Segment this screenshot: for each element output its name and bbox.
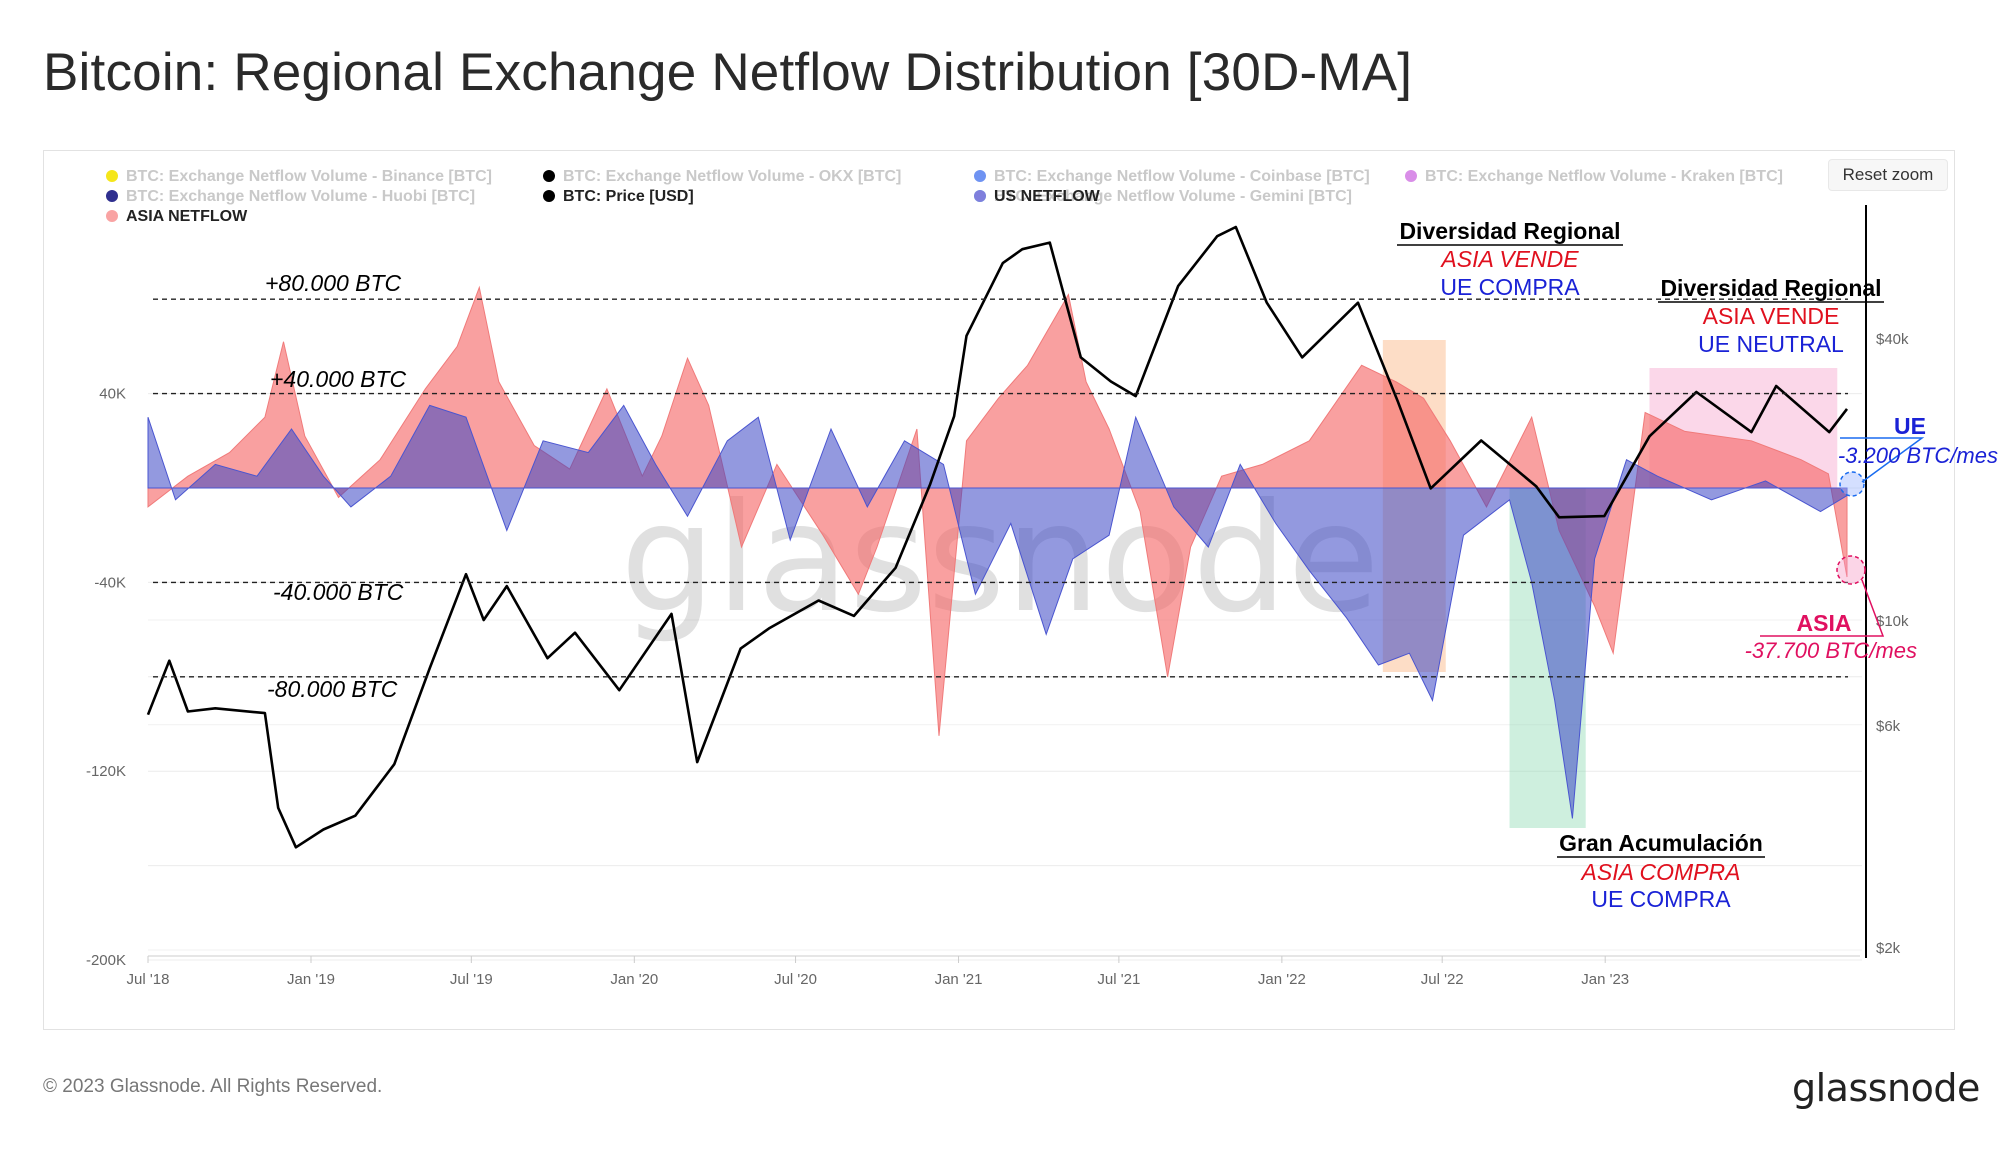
legend-swatch [106, 190, 118, 202]
legend-item[interactable]: BTC: Exchange Netflow Volume - Coinbase … [974, 168, 1370, 185]
legend-item[interactable]: BTC: Exchange Netflow Volume - Huobi [BT… [106, 188, 475, 205]
chart-frame [43, 150, 1955, 1030]
level-label-p40: +40.000 BTC [270, 366, 407, 392]
legend-swatch [974, 190, 986, 202]
legend-label: US NETFLOW [994, 188, 1101, 205]
legend-item[interactable]: BTC: Price [USD] [543, 188, 694, 205]
series-group [146, 225, 1849, 849]
x-tick-label: Jan '23 [1581, 971, 1629, 988]
legend-label: BTC: Exchange Netflow Volume - OKX [BTC] [563, 168, 901, 185]
x-tick-label: Jul '22 [1421, 971, 1464, 988]
diversity-2-eu: UE NEUTRAL [1698, 331, 1844, 357]
asia-value: -37.700 BTC/mes [1745, 638, 1917, 663]
asia-heading: ASIA [1797, 610, 1852, 636]
ue-value: -3.200 BTC/mes [1838, 443, 1998, 468]
accumulation-asia: ASIA COMPRA [1580, 859, 1741, 885]
x-tick-label: Jul '19 [450, 971, 493, 988]
diversity-2-heading: Diversidad Regional [1660, 275, 1881, 301]
chart-legend: BTC: Exchange Netflow Volume - Binance [… [106, 168, 1783, 225]
legend-swatch [974, 170, 986, 182]
legend-item[interactable]: US NETFLOW [974, 188, 1101, 205]
series-us-netflow [147, 404, 1848, 819]
legend-label: BTC: Exchange Netflow Volume - Binance [… [126, 168, 492, 185]
asia-pointer [1760, 579, 1885, 637]
brand-logo: glassnode [1792, 1066, 1980, 1110]
diversity-1-eu: UE COMPRA [1440, 274, 1580, 300]
y-left-tick-label: -40K [94, 574, 126, 591]
legend-label: BTC: Exchange Netflow Volume - Coinbase … [994, 168, 1370, 185]
legend-item[interactable]: BTC: Exchange Netflow Volume - OKX [BTC] [543, 168, 901, 185]
annotations: +80.000 BTC +40.000 BTC -40.000 BTC -80.… [265, 218, 1998, 912]
y-right-tick-label: $2k [1876, 940, 1901, 957]
reset-zoom-button[interactable]: Reset zoom [1828, 159, 1948, 191]
accumulation-eu: UE COMPRA [1591, 886, 1731, 912]
legend-swatch [1405, 170, 1417, 182]
y-left-tick-label: 40K [99, 386, 126, 403]
ue-marker [1839, 471, 1865, 497]
legend-item[interactable]: BTC: Exchange Netflow Volume - Binance [… [106, 168, 492, 185]
x-tick-label: Jan '21 [935, 971, 983, 988]
asia-marker [1836, 555, 1866, 585]
copyright-text: © 2023 Glassnode. All Rights Reserved. [43, 1076, 383, 1097]
level-label-m40: -40.000 BTC [273, 579, 404, 605]
legend-item[interactable]: ASIA NETFLOW [106, 208, 248, 225]
legend-label: BTC: Exchange Netflow Volume - Kraken [B… [1425, 168, 1783, 185]
legend-label: BTC: Exchange Netflow Volume - Huobi [BT… [126, 188, 475, 205]
level-label-p80: +80.000 BTC [265, 270, 402, 296]
y-left-tick-label: -200K [86, 952, 126, 969]
y-right-tick-label: $6k [1876, 718, 1901, 735]
legend-label: BTC: Exchange Netflow Volume - Gemini [B… [994, 188, 1352, 205]
level-label-m80: -80.000 BTC [267, 676, 398, 702]
y-right-tick-label: $40k [1876, 331, 1909, 348]
ue-pointer [1840, 437, 1925, 483]
legend-swatch [106, 210, 118, 222]
legend-swatch [543, 190, 555, 202]
x-tick-label: Jan '19 [287, 971, 335, 988]
legend-item[interactable]: BTC: Exchange Netflow Volume - Kraken [B… [1405, 168, 1783, 185]
x-tick-label: Jul '18 [127, 971, 170, 988]
reference-lines [153, 298, 1848, 678]
ue-heading: UE [1894, 413, 1926, 439]
diversity-1-heading: Diversidad Regional [1399, 218, 1620, 244]
diversity-1-asia: ASIA VENDE [1439, 246, 1579, 272]
x-tick-label: Jan '20 [610, 971, 658, 988]
x-tick-label: Jul '20 [774, 971, 817, 988]
diversity-2-asia: ASIA VENDE [1703, 303, 1840, 329]
legend-swatch [543, 170, 555, 182]
y-left-tick-label: -120K [86, 763, 126, 780]
y-right-tick-label: $10k [1876, 613, 1909, 630]
legend-label: ASIA NETFLOW [126, 208, 248, 225]
legend-label: BTC: Price [USD] [563, 188, 694, 205]
accumulation-heading: Gran Acumulación [1559, 830, 1763, 856]
page-title: Bitcoin: Regional Exchange Netflow Distr… [43, 43, 1413, 102]
x-tick-label: Jan '22 [1258, 971, 1306, 988]
chart-axes: Jul '18 Jan '19 Jul '19 Jan '20 Jul '20 Jan '… [86, 205, 1909, 988]
x-tick-label: Jul '21 [1097, 971, 1140, 988]
legend-swatch [106, 170, 118, 182]
